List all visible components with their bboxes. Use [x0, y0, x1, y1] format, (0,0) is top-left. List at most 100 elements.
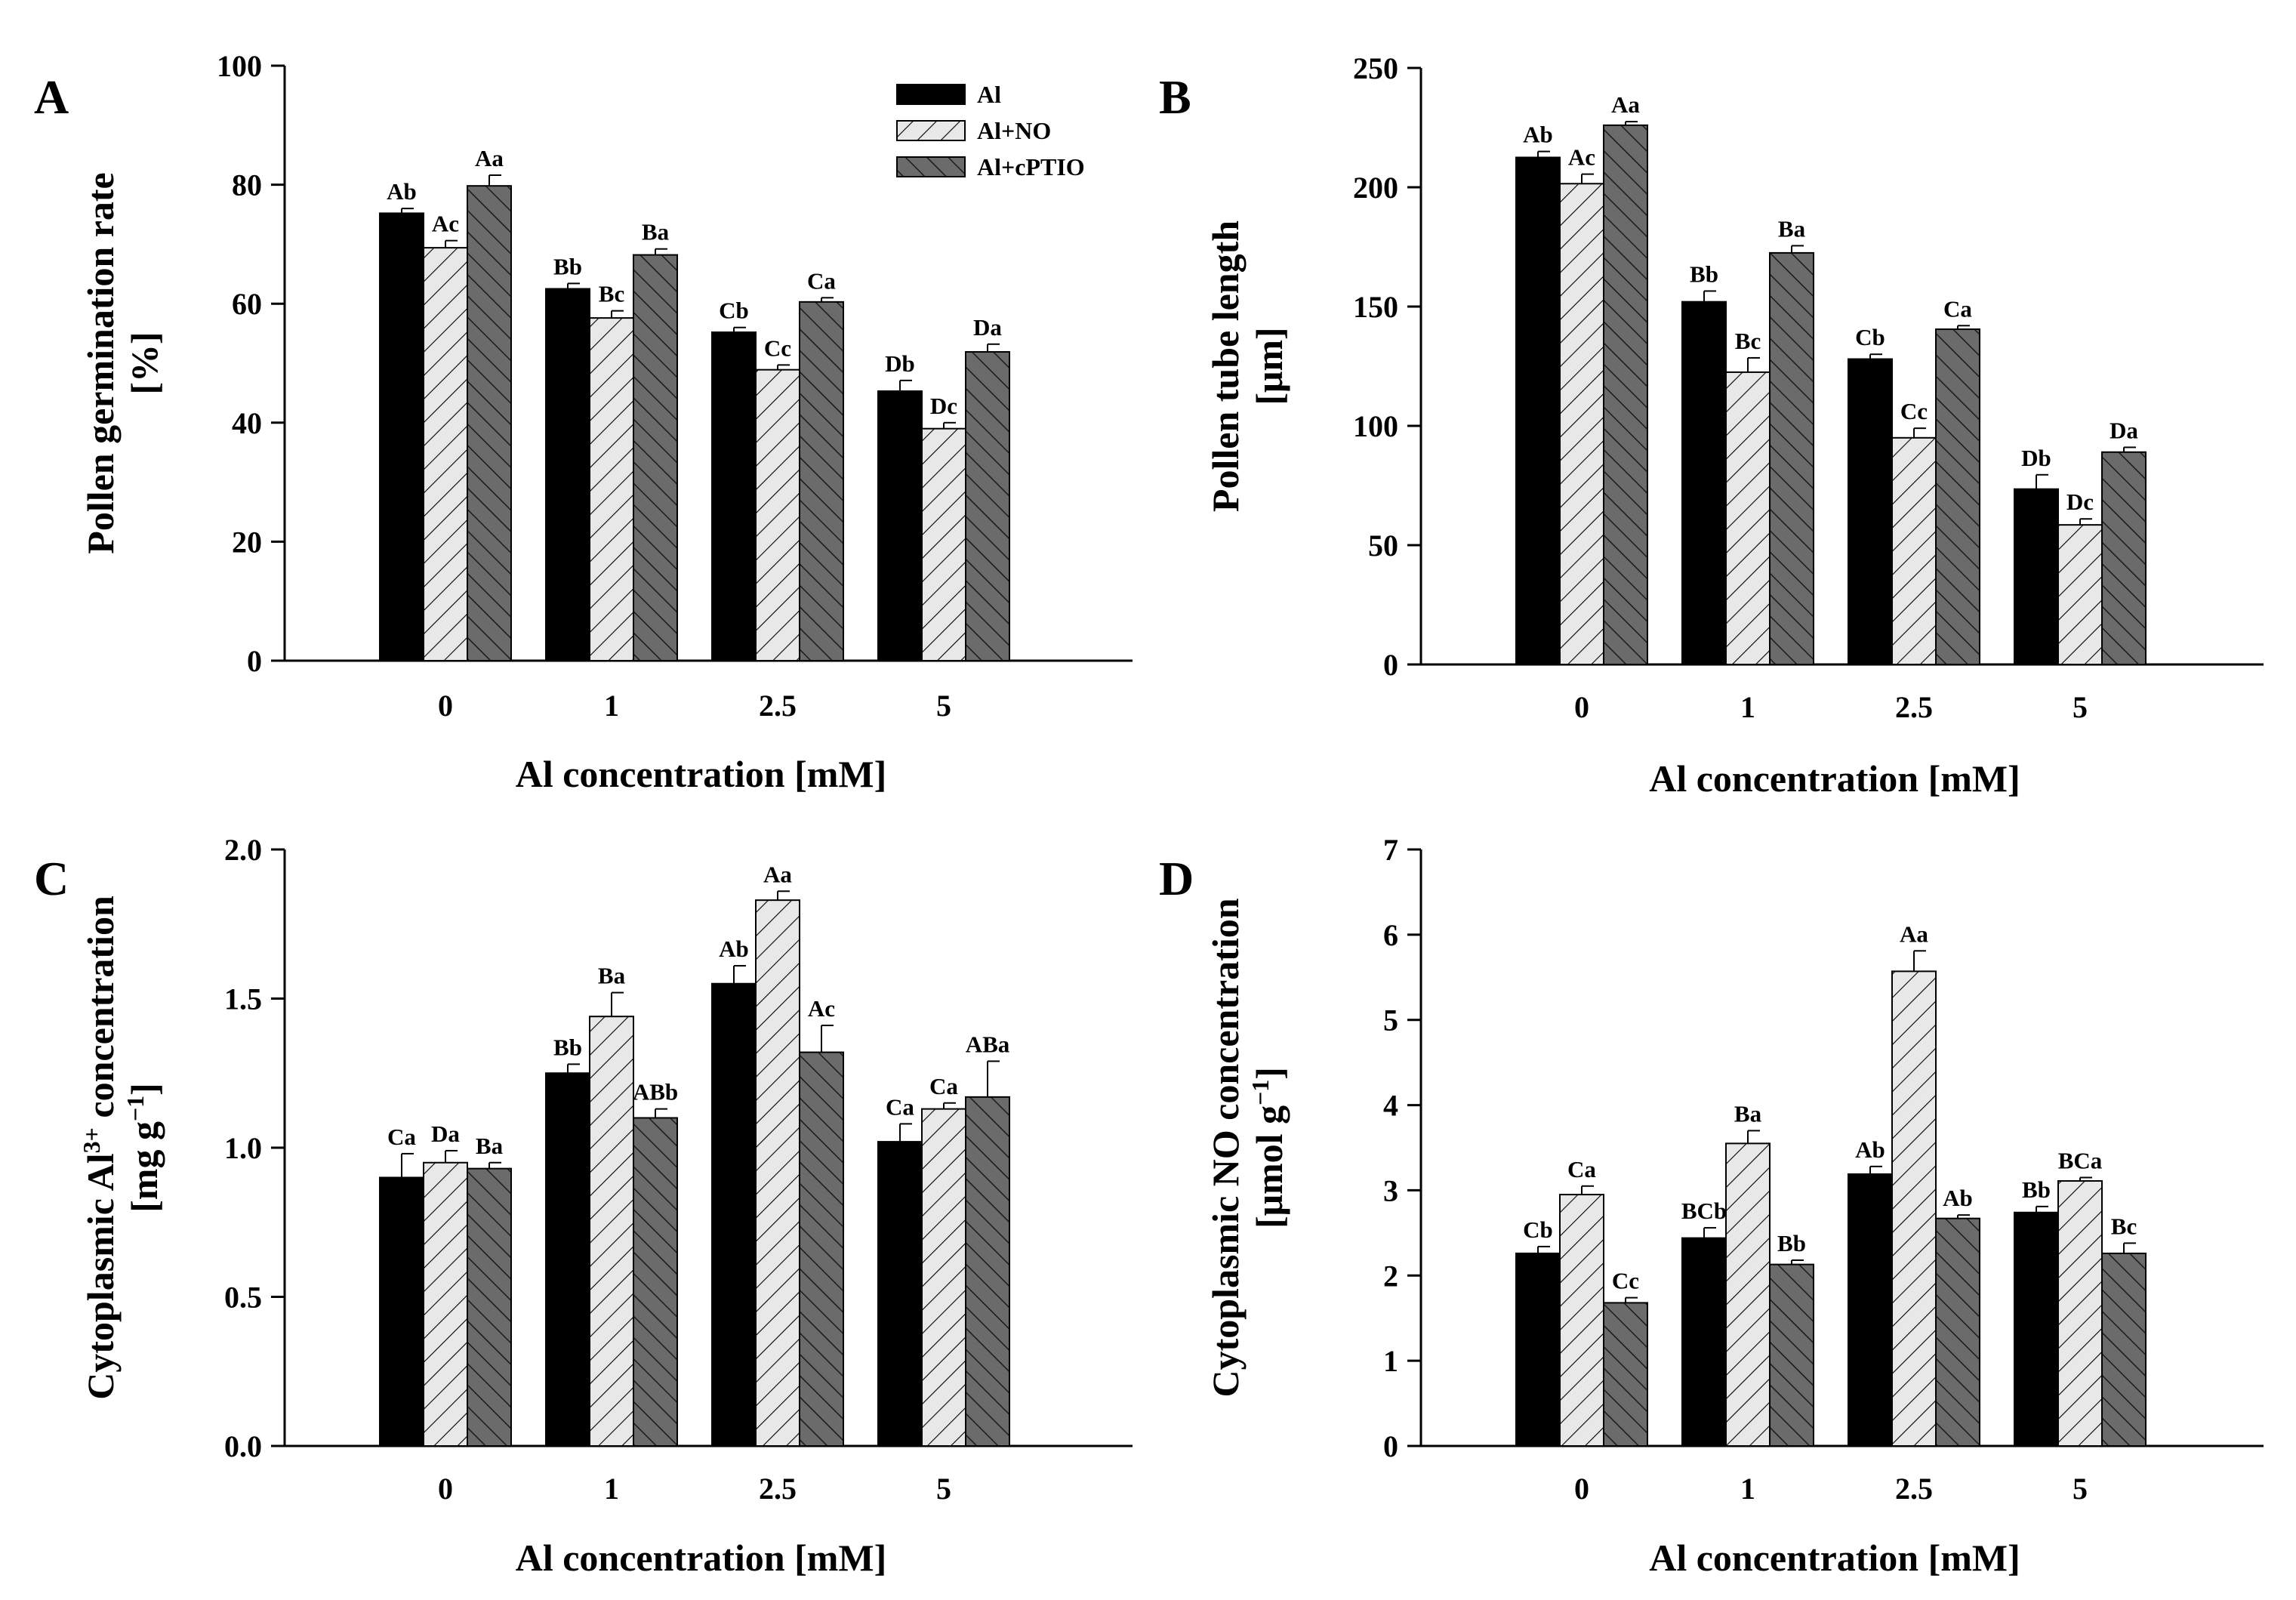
y-axis-label-main: Pollen tube length — [1204, 220, 1247, 512]
x-axis-label: Al concentration [mM] — [1649, 757, 2020, 800]
bar — [1515, 1252, 1561, 1447]
x-tick-label: 5 — [936, 689, 951, 723]
x-tick-label: 5 — [936, 1472, 951, 1506]
y-tick-label: 20 — [232, 525, 262, 559]
bar — [1935, 1217, 1980, 1447]
bar — [711, 331, 757, 661]
legend-label: Al+cPTIO — [977, 153, 1085, 180]
panel-letter: B — [1159, 70, 1191, 124]
bar-significance-label: Db — [2021, 445, 2051, 471]
bar — [1848, 1173, 1893, 1447]
y-axis-label-main: Cytoplasmic Al — [79, 1153, 122, 1400]
bar — [1515, 156, 1561, 665]
bar — [1769, 1263, 1814, 1447]
legend-label: Al+NO — [977, 117, 1051, 144]
bar-significance-label: Ab — [1523, 122, 1553, 148]
bar-significance-label: Ba — [1778, 215, 1806, 242]
y-axis-label-suffix: concentration — [79, 896, 122, 1127]
bar-significance-label: Ca — [1567, 1156, 1596, 1182]
bar-significance-label: Dc — [930, 393, 957, 419]
bar — [633, 254, 678, 662]
y-axis-label-main: Cytoplasmic NO concentration — [1204, 898, 1247, 1397]
y-axis-unit-close: ] — [1248, 1067, 1290, 1080]
bar — [799, 1051, 844, 1447]
y-axis-label: Cytoplasmic NO concentration — [1204, 898, 1247, 1397]
bar-significance-label: Ac — [1568, 144, 1595, 171]
bar-significance-label: Ca — [929, 1073, 958, 1099]
x-axis-label: Al concentration [mM] — [516, 1537, 887, 1579]
bar — [1769, 251, 1814, 665]
y-tick-label: 0.0 — [224, 1429, 262, 1463]
bar-significance-label: Bb — [553, 1034, 582, 1060]
bar-significance-label: Cc — [1900, 398, 1928, 424]
bar — [1559, 1194, 1604, 1447]
y-tick-label: 0 — [247, 644, 262, 678]
bar — [1681, 1237, 1727, 1447]
y-tick-label: 6 — [1383, 918, 1398, 952]
y-tick-label: 100 — [217, 49, 262, 83]
x-tick-label: 2.5 — [1895, 690, 1933, 724]
x-tick-label: 2.5 — [759, 1472, 797, 1506]
y-axis-unit-superscript: −1 — [122, 1096, 149, 1121]
bar-significance-label: ABa — [966, 1031, 1010, 1057]
y-tick-label: 0.5 — [224, 1281, 262, 1315]
bar-significance-label: Bb — [553, 253, 582, 279]
x-tick-label: 0 — [1574, 1472, 1589, 1506]
bar-significance-label: Ba — [1734, 1100, 1762, 1127]
y-axis-unit-main: [mg g — [123, 1121, 165, 1213]
bar — [467, 185, 512, 661]
y-axis-label: Pollen tube length — [1204, 220, 1247, 512]
bar-significance-label: Cc — [764, 334, 791, 361]
y-axis-unit: [mg g−1] — [122, 1083, 165, 1213]
bar-significance-label: Cb — [719, 297, 749, 324]
bar-significance-label: BCa — [2058, 1148, 2103, 1174]
bar — [2014, 1211, 2059, 1447]
y-tick-label: 1.0 — [224, 1131, 262, 1165]
bar-significance-label: Bc — [1735, 328, 1761, 354]
y-axis-label-main: Pollen germination rate — [79, 172, 122, 553]
y-axis-label: Pollen germination rate — [79, 172, 122, 553]
bar — [965, 351, 1010, 661]
bar-significance-label: Da — [2110, 417, 2138, 443]
y-axis-unit-superscript: −1 — [1247, 1080, 1274, 1105]
y-tick-label: 7 — [1383, 833, 1398, 867]
bar — [755, 899, 800, 1447]
bar — [1559, 183, 1604, 665]
bar — [2101, 1252, 2147, 1447]
bar-significance-label: Ca — [886, 1093, 914, 1120]
bar-significance-label: Ba — [598, 963, 626, 989]
bar — [2057, 524, 2103, 666]
x-tick-label: 5 — [2073, 1472, 2088, 1506]
y-tick-label: 50 — [1368, 529, 1398, 563]
bar — [1603, 124, 1648, 665]
chart-panel-a: A 0 20 40 60 80 100 0 1 2.5 5 Al concentration [mM]… — [34, 49, 1133, 795]
legend: Al Al+NO Al+cPTIO — [896, 81, 1085, 180]
y-tick-label: 4 — [1383, 1089, 1398, 1123]
chart-panel-d: D 0 1 2 3 4 5 6 7 0 1 2.5 5 Al concentration [mM] Cyto… — [1159, 833, 2264, 1579]
y-tick-label: 2 — [1383, 1259, 1398, 1293]
bar — [379, 1176, 424, 1447]
bar-significance-label: Cc — [1612, 1268, 1639, 1294]
bar — [589, 1016, 634, 1447]
y-axis-unit: [μmol g−1] — [1247, 1067, 1290, 1229]
legend-swatch — [896, 84, 966, 105]
y-tick-label: 0 — [1383, 1429, 1398, 1463]
y-tick-label: 200 — [1353, 171, 1398, 205]
legend-swatch — [896, 120, 966, 141]
bar — [755, 368, 800, 661]
bar-significance-label: Bb — [1690, 261, 1718, 287]
x-tick-label: 2.5 — [1895, 1472, 1933, 1506]
x-tick-label: 0 — [438, 1472, 453, 1506]
bar — [423, 247, 468, 661]
x-tick-label: 1 — [604, 689, 619, 723]
bar — [1725, 371, 1771, 665]
bar-significance-label: Ab — [387, 178, 417, 205]
bar — [1848, 358, 1893, 665]
bar-significance-label: Ac — [432, 211, 459, 237]
bar-significance-label: Da — [973, 314, 1002, 341]
x-axis-label: Al concentration [mM] — [516, 753, 887, 795]
y-tick-label: 80 — [232, 168, 262, 202]
bar — [589, 317, 634, 661]
chart-panel-c: C 0.0 0.5 1.0 1.5 2.0 0 1 2.5 5 Al concentration [… — [34, 833, 1133, 1579]
